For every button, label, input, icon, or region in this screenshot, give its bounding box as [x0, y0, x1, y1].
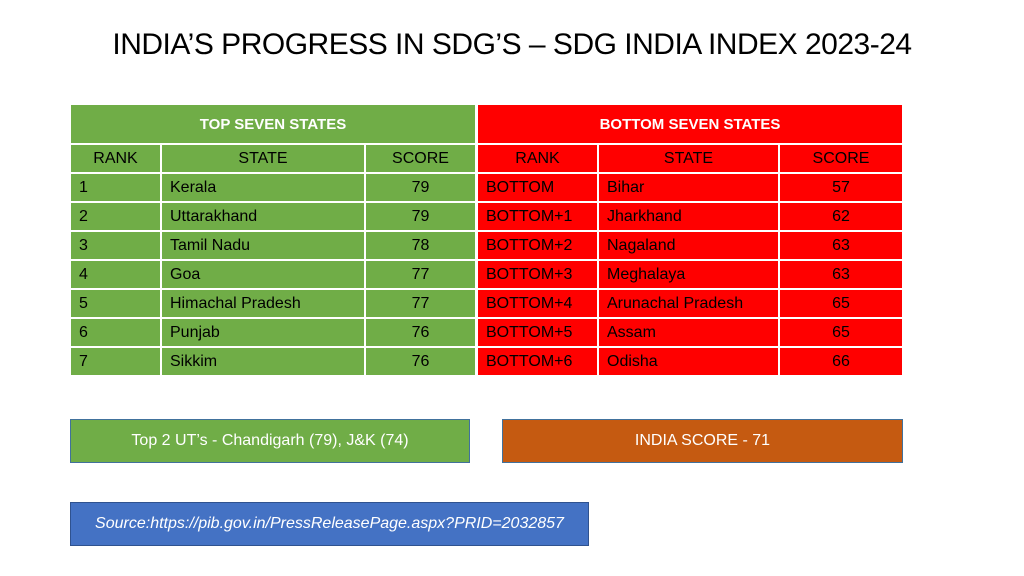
column-header-score: SCORE [778, 143, 904, 174]
state-cell: Tamil Nadu [160, 230, 366, 261]
state-cell: Goa [160, 259, 366, 290]
table-row: 1 Kerala 79 [69, 172, 477, 203]
rank-cell: 6 [69, 317, 162, 348]
column-header-score: SCORE [364, 143, 477, 174]
rank-cell: BOTTOM+6 [476, 346, 599, 377]
score-cell: 77 [364, 259, 477, 290]
table-row: 5 Himachal Pradesh 77 [69, 288, 477, 319]
score-cell: 57 [778, 172, 904, 203]
page-title: INDIA’S PROGRESS IN SDG’S – SDG INDIA IN… [112, 28, 912, 61]
score-cell: 79 [364, 172, 477, 203]
state-cell: Uttarakhand [160, 201, 366, 232]
score-cell: 65 [778, 317, 904, 348]
source-link[interactable]: Source:https://pib.gov.in/PressReleasePa… [70, 502, 589, 546]
column-header-state: STATE [160, 143, 366, 174]
state-cell: Meghalaya [597, 259, 780, 290]
state-cell: Kerala [160, 172, 366, 203]
table-row: BOTTOM+2 Nagaland 63 [476, 230, 904, 261]
table-row: BOTTOM+5 Assam 65 [476, 317, 904, 348]
india-score-box: INDIA SCORE - 71 [502, 419, 903, 463]
table-row: BOTTOM+4 Arunachal Pradesh 65 [476, 288, 904, 319]
score-cell: 63 [778, 259, 904, 290]
rank-cell: BOTTOM+5 [476, 317, 599, 348]
rank-cell: 4 [69, 259, 162, 290]
top-ut-note: Top 2 UT’s - Chandigarh (79), J&K (74) [70, 419, 470, 463]
score-cell: 79 [364, 201, 477, 232]
score-cell: 77 [364, 288, 477, 319]
table-row: 2 Uttarakhand 79 [69, 201, 477, 232]
state-cell: Arunachal Pradesh [597, 288, 780, 319]
state-cell: Bihar [597, 172, 780, 203]
state-cell: Nagaland [597, 230, 780, 261]
column-header-rank: RANK [476, 143, 599, 174]
top-states-heading: TOP SEVEN STATES [69, 103, 477, 145]
state-cell: Jharkhand [597, 201, 780, 232]
score-cell: 63 [778, 230, 904, 261]
state-cell: Punjab [160, 317, 366, 348]
table-row: 6 Punjab 76 [69, 317, 477, 348]
table-row: BOTTOM+3 Meghalaya 63 [476, 259, 904, 290]
score-cell: 78 [364, 230, 477, 261]
state-cell: Assam [597, 317, 780, 348]
table-row: 7 Sikkim 76 [69, 346, 477, 377]
rank-cell: BOTTOM+3 [476, 259, 599, 290]
rank-cell: BOTTOM+2 [476, 230, 599, 261]
rank-cell: 5 [69, 288, 162, 319]
score-cell: 76 [364, 317, 477, 348]
rank-cell: BOTTOM [476, 172, 599, 203]
rank-cell: BOTTOM+1 [476, 201, 599, 232]
top-states-table: TOP SEVEN STATES RANK STATE SCORE 1 Keral… [69, 103, 477, 377]
state-cell: Odisha [597, 346, 780, 377]
table-row: BOTTOM+1 Jharkhand 62 [476, 201, 904, 232]
table-row: BOTTOM Bihar 57 [476, 172, 904, 203]
rank-cell: 2 [69, 201, 162, 232]
score-cell: 66 [778, 346, 904, 377]
score-cell: 65 [778, 288, 904, 319]
score-cell: 62 [778, 201, 904, 232]
score-cell: 76 [364, 346, 477, 377]
rank-cell: 7 [69, 346, 162, 377]
state-cell: Himachal Pradesh [160, 288, 366, 319]
table-row: BOTTOM+6 Odisha 66 [476, 346, 904, 377]
rank-cell: BOTTOM+4 [476, 288, 599, 319]
table-row: 4 Goa 77 [69, 259, 477, 290]
bottom-states-table: BOTTOM SEVEN STATES RANK STATE SCORE BOT… [476, 103, 904, 377]
table-row: 3 Tamil Nadu 78 [69, 230, 477, 261]
state-cell: Sikkim [160, 346, 366, 377]
bottom-states-heading: BOTTOM SEVEN STATES [476, 103, 904, 145]
column-header-rank: RANK [69, 143, 162, 174]
column-header-state: STATE [597, 143, 780, 174]
rank-cell: 3 [69, 230, 162, 261]
rank-cell: 1 [69, 172, 162, 203]
